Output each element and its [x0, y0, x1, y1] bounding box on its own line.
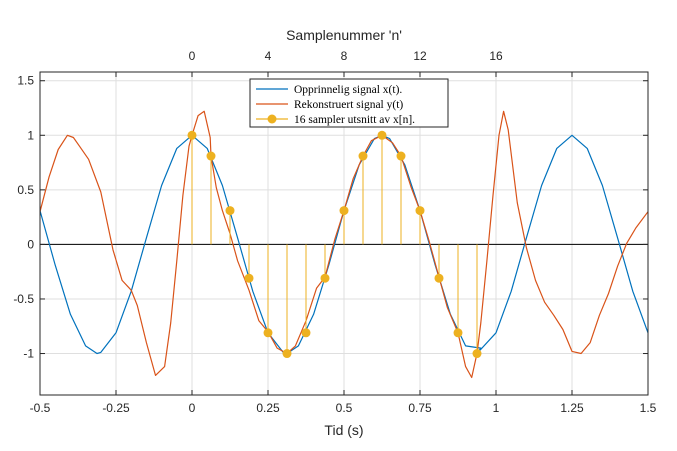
x-tick-label: 0 — [189, 401, 196, 415]
sample-point — [263, 328, 273, 338]
sample-point — [396, 151, 406, 161]
x-tick-label: 1 — [493, 401, 500, 415]
top-tick-label: 16 — [489, 49, 503, 63]
y-tick-label: 1.5 — [17, 74, 34, 88]
y-tick-label: -0.5 — [13, 292, 34, 306]
sample-point — [301, 328, 311, 338]
x-tick-label: -0.25 — [102, 401, 130, 415]
top-tick-label: 8 — [341, 49, 348, 63]
sample-point — [244, 273, 254, 283]
sample-point — [225, 206, 235, 216]
y-tick-label: -1 — [23, 347, 34, 361]
sample-point — [472, 349, 482, 359]
x-axis-title: Tid (s) — [324, 422, 363, 438]
y-tick-label: 0.5 — [17, 183, 34, 197]
sample-point — [415, 206, 425, 216]
sample-point — [453, 328, 463, 338]
sample-point — [339, 206, 349, 216]
ticks-layer: -0.5 -0.25 0 0.25 0.5 0.75 1 1.25 1.5 -1 -0.5 0 0.5 1… — [13, 49, 656, 415]
sample-point — [206, 151, 216, 161]
sample-point — [434, 273, 444, 283]
legend-label: Opprinnelig signal x(t). — [294, 84, 402, 96]
top-axis-title: Samplenummer 'n' — [286, 27, 402, 43]
sample-point — [358, 151, 368, 161]
reconstructed-signal-line — [39, 110, 649, 379]
legend-marker — [267, 114, 277, 124]
legend-label: 16 sampler utsnitt av x[n]. — [294, 114, 415, 126]
x-tick-label: -0.5 — [30, 401, 51, 415]
sample-point — [377, 130, 387, 140]
top-tick-label: 0 — [189, 49, 196, 63]
top-tick-label: 12 — [413, 49, 427, 63]
x-tick-label: 1.25 — [560, 401, 584, 415]
x-tick-label: 0.25 — [256, 401, 280, 415]
series-layer — [39, 110, 649, 379]
x-tick-label: 0.5 — [336, 401, 353, 415]
sample-point — [187, 130, 197, 140]
y-tick-label: 1 — [27, 128, 34, 142]
x-tick-label: 1.5 — [640, 401, 657, 415]
sample-point — [282, 349, 292, 359]
x-tick-label: 0.75 — [408, 401, 432, 415]
top-tick-label: 4 — [265, 49, 272, 63]
legend-label: Rekonstruert signal y(t) — [294, 99, 403, 111]
y-tick-label: 0 — [27, 237, 34, 251]
legend: Opprinnelig signal x(t). Rekonstruert sig… — [249, 78, 449, 128]
sample-point — [320, 273, 330, 283]
